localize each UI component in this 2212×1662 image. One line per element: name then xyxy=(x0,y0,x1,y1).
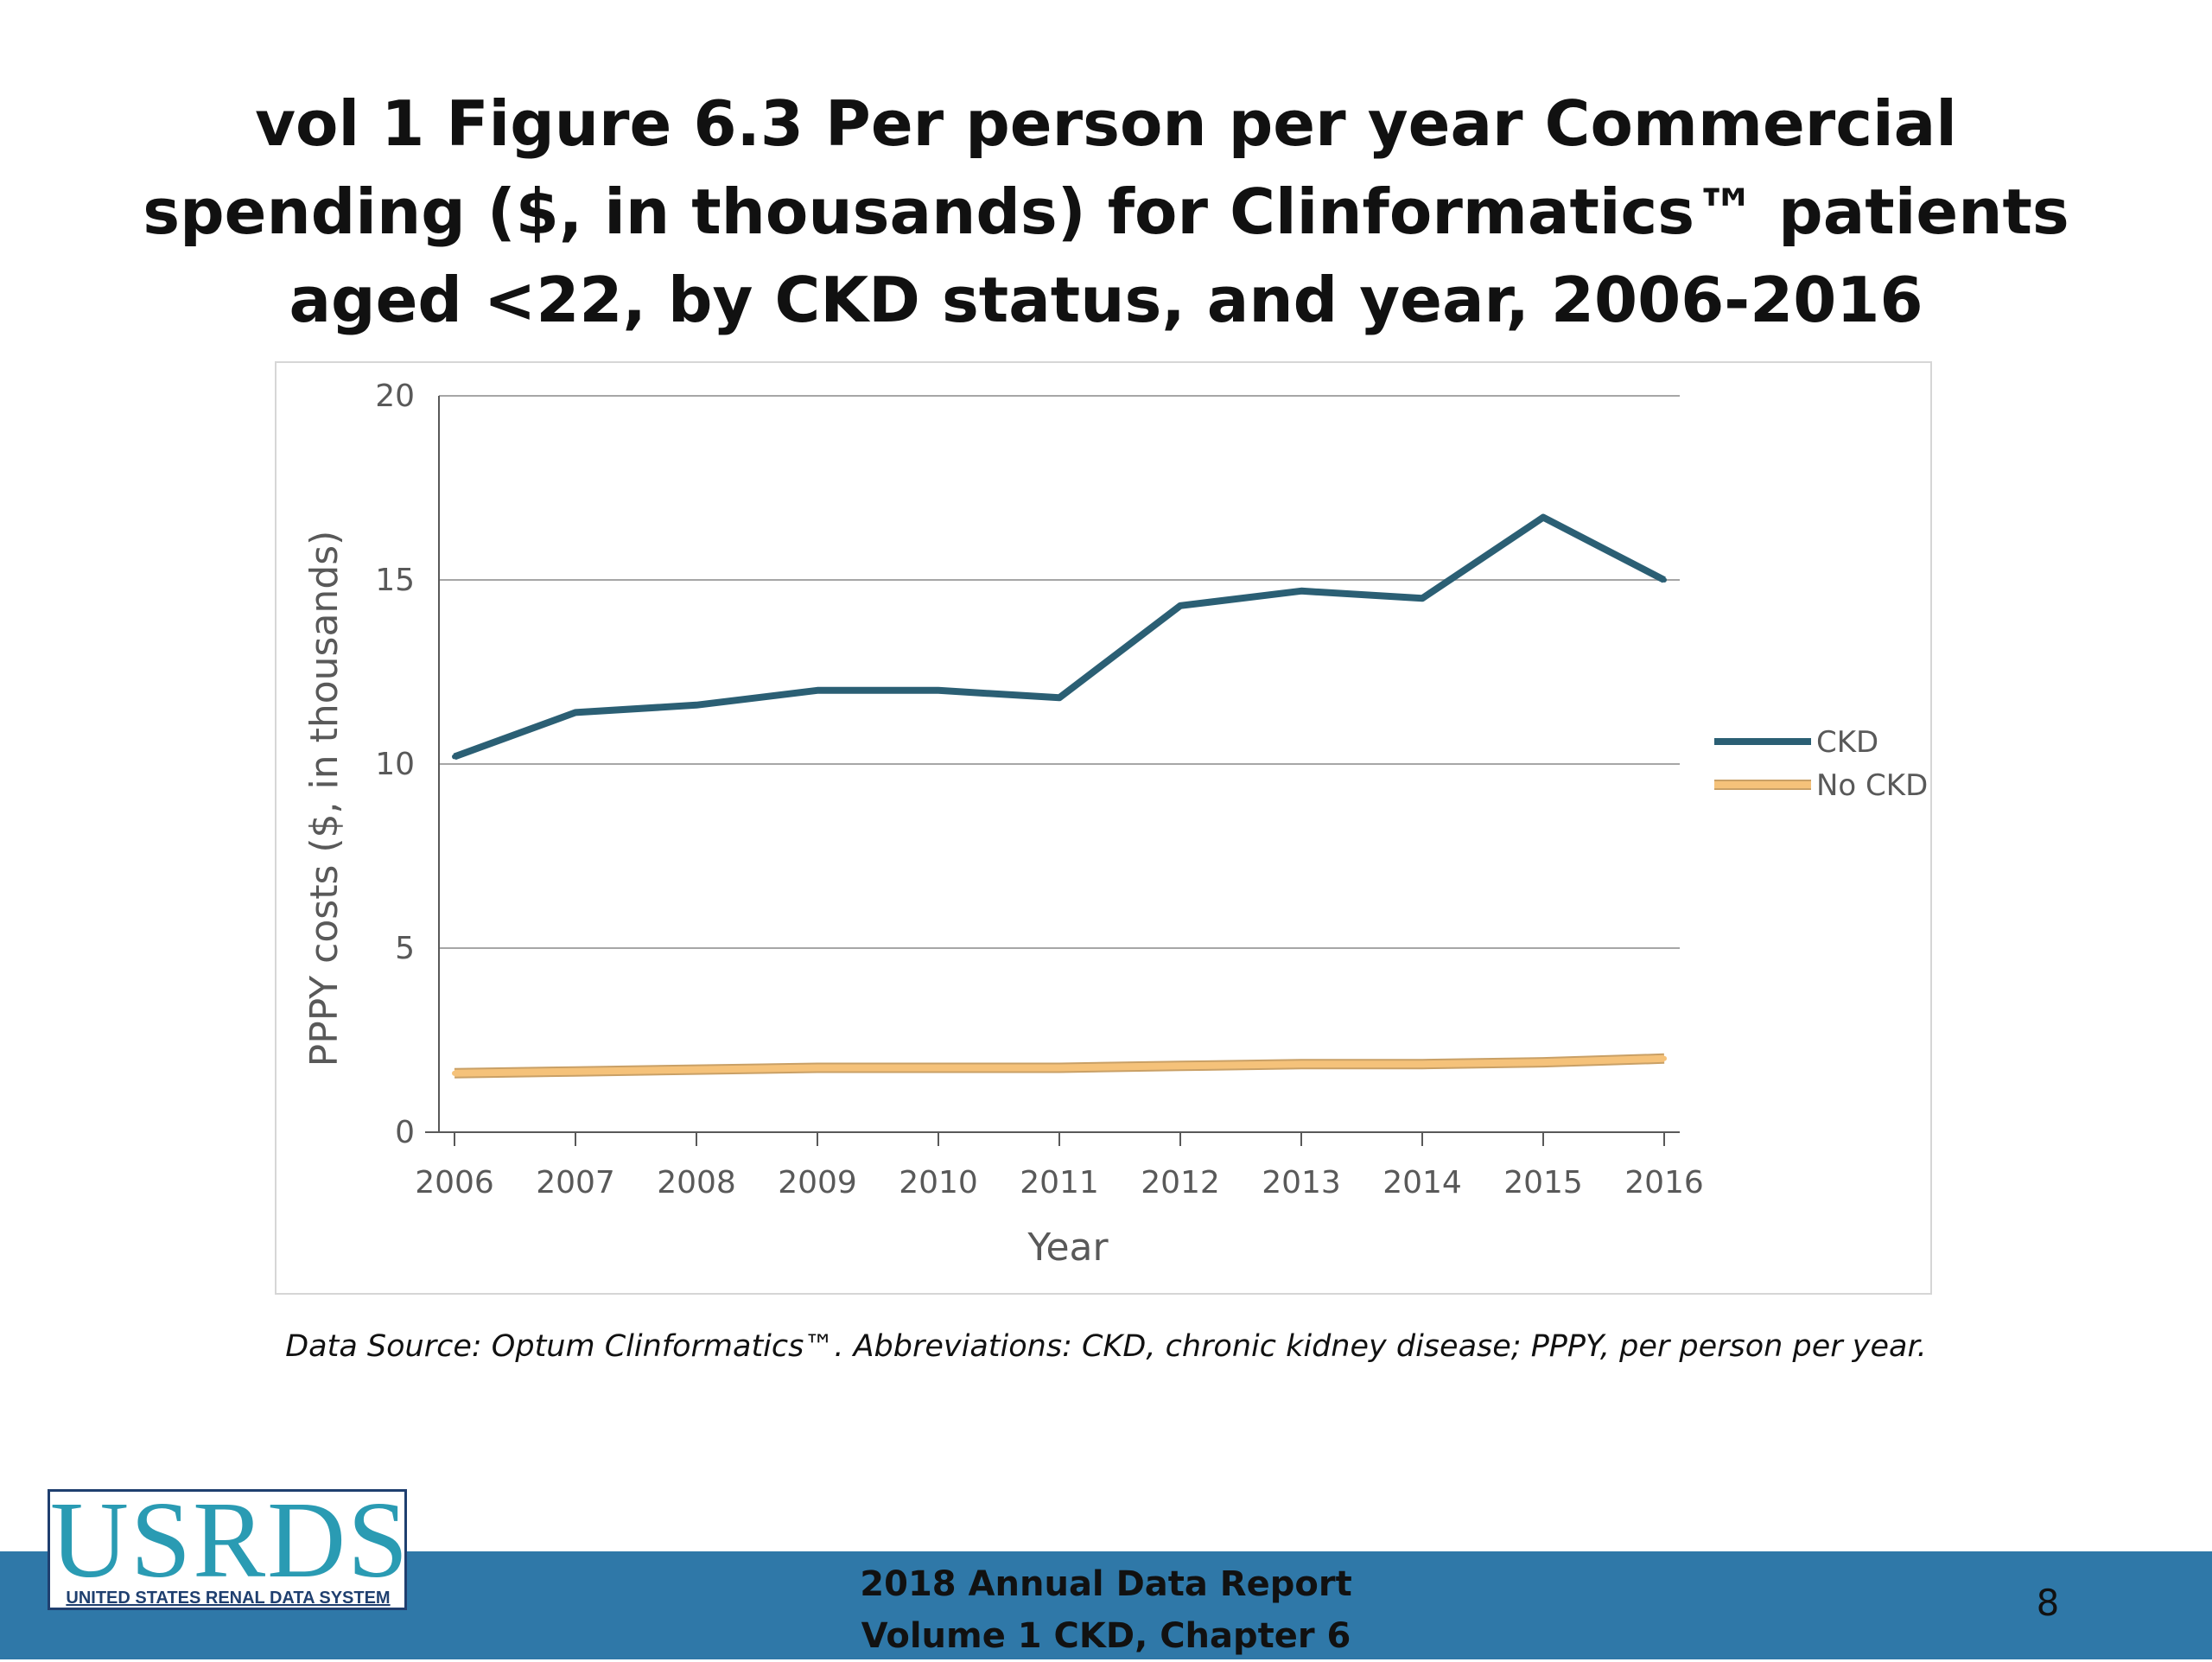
footer-line-1: 2018 Annual Data Report xyxy=(860,1564,1352,1604)
x-tick-label-2015: 2015 xyxy=(1503,1165,1583,1200)
x-tick-label-2007: 2007 xyxy=(536,1165,615,1200)
gridlines xyxy=(439,395,1680,949)
data-point-ckd-2012 xyxy=(1178,602,1183,608)
data-point-no-ckd-2010 xyxy=(936,1065,941,1071)
data-point-no-ckd-2015 xyxy=(1541,1060,1546,1066)
data-point-no-ckd-2009 xyxy=(815,1065,820,1071)
data-point-no-ckd-2012 xyxy=(1178,1063,1183,1069)
data-point-ckd-2007 xyxy=(573,710,578,716)
data-point-ckd-2015 xyxy=(1541,514,1546,520)
data-point-no-ckd-2014 xyxy=(1420,1061,1425,1067)
x-tick-label-2011: 2011 xyxy=(1020,1165,1099,1200)
y-tick-label-0: 0 xyxy=(395,1115,415,1150)
line-chart: 0 5 10 15 20 2006 2007 2008 2009 2010 2011 2012 2013… xyxy=(302,379,1928,1270)
y-tick-label-20: 20 xyxy=(375,379,415,414)
series xyxy=(452,513,1667,1079)
legend-label-ckd: CKD xyxy=(1816,725,1878,760)
legend: CKD No CKD xyxy=(1714,725,1928,803)
logo-wordmark: USRDS xyxy=(50,1481,410,1601)
data-point-ckd-2006 xyxy=(452,754,457,760)
slide-title: vol 1 Figure 6.3 Per person per year Com… xyxy=(143,87,2069,336)
data-point-no-ckd-2007 xyxy=(573,1068,578,1074)
data-point-no-ckd-2013 xyxy=(1299,1061,1304,1067)
chart-frame: 0 5 10 15 20 2006 2007 2008 2009 2010 2011 2012 2013… xyxy=(275,361,1932,1295)
x-tick-label-2008: 2008 xyxy=(657,1165,736,1200)
logo-subtitle: UNITED STATES RENAL DATA SYSTEM xyxy=(66,1589,391,1608)
data-point-ckd-2009 xyxy=(815,687,820,693)
data-point-ckd-2008 xyxy=(694,702,699,708)
data-point-ckd-2013 xyxy=(1299,588,1304,594)
data-point-no-ckd-2006 xyxy=(452,1070,457,1076)
data-point-no-ckd-2011 xyxy=(1057,1065,1062,1071)
data-point-no-ckd-2016 xyxy=(1662,1055,1667,1061)
x-tick-label-2012: 2012 xyxy=(1141,1165,1220,1200)
page-number: 8 xyxy=(2036,1582,2060,1624)
axes: 0 5 10 15 20 2006 2007 2008 2009 2010 2011 2012 2013… xyxy=(375,379,1704,1200)
y-axis-title: PPPY costs ($, in thousands) xyxy=(302,531,346,1067)
data-point-ckd-2011 xyxy=(1057,695,1062,701)
y-tick-label-10: 10 xyxy=(375,747,415,782)
data-point-ckd-2010 xyxy=(936,687,941,693)
usrds-logo: USRDS UNITED STATES RENAL DATA SYSTEM xyxy=(48,1485,408,1610)
data-source-note: Data Source: Optum Clinformatics™. Abbre… xyxy=(285,1329,1927,1364)
series-line-ckd xyxy=(453,513,1666,761)
x-tick-label-2006: 2006 xyxy=(415,1165,494,1200)
data-point-ckd-2016 xyxy=(1662,577,1667,583)
footer-line-2: Volume 1 CKD, Chapter 6 xyxy=(861,1616,1351,1656)
x-axis-title: Year xyxy=(1027,1226,1109,1270)
y-tick-label-5: 5 xyxy=(395,931,415,966)
y-tick-label-15: 15 xyxy=(375,563,415,598)
x-tick-label-2009: 2009 xyxy=(778,1165,857,1200)
data-point-no-ckd-2008 xyxy=(694,1067,699,1073)
data-point-ckd-2014 xyxy=(1420,595,1425,602)
x-tick-label-2014: 2014 xyxy=(1382,1165,1462,1200)
footer-report-title: 2018 Annual Data Report Volume 1 CKD, Ch… xyxy=(760,1558,1452,1662)
x-tick-label-2016: 2016 xyxy=(1624,1165,1704,1200)
legend-label-no-ckd: No CKD xyxy=(1816,768,1928,803)
x-tick-label-2013: 2013 xyxy=(1262,1165,1341,1200)
x-tick-label-2010: 2010 xyxy=(899,1165,978,1200)
